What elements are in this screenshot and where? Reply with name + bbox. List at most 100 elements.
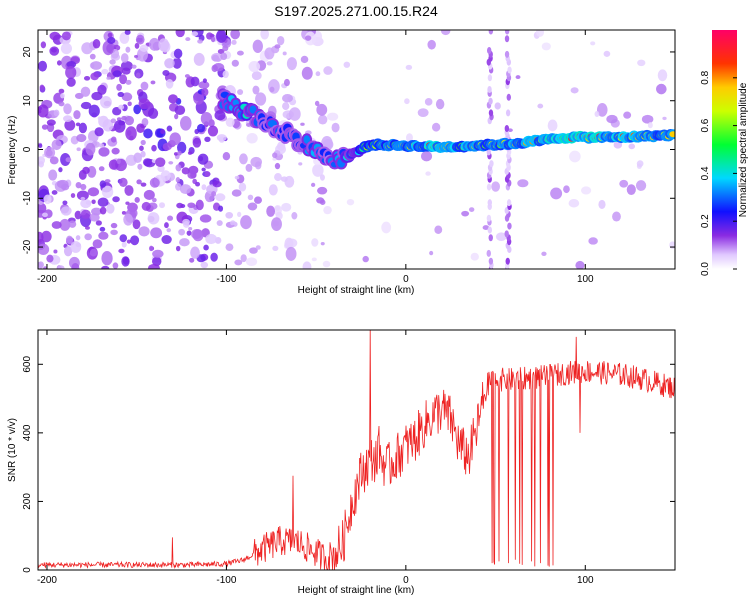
- spectrogram-noise-blob: [61, 31, 72, 41]
- spectrogram-noise-blob: [116, 158, 121, 165]
- spectrogram-noise-blob: [563, 185, 570, 194]
- spectrogram-noise-blob: [53, 249, 58, 254]
- snr-ticks: -200 -100 0 100 0 200 400 600: [22, 330, 675, 586]
- spectrogram-noise-blob: [173, 152, 179, 156]
- spectrogram-noise-blob: [160, 129, 166, 134]
- spectrogram-noise-blob: [222, 45, 229, 52]
- spectrogram-noise-blob: [70, 193, 76, 198]
- spectrogram-noise-blob: [182, 218, 190, 226]
- spectrogram-noise-blob: [286, 57, 297, 71]
- spectrogram-noise-blob: [101, 185, 114, 199]
- spectrogram-noise-blob: [216, 30, 227, 43]
- spectrogram-noise-blob: [106, 203, 115, 214]
- spectrogram-artifact: [487, 74, 493, 82]
- spectrogram-noise-blob: [657, 69, 668, 82]
- spectrogram-noise-blob: [202, 78, 207, 83]
- spectrogram-noise-blob: [141, 118, 149, 127]
- snr-panel: -200 -100 0 100 0 200 400 600 Height of straigh…: [7, 329, 676, 596]
- spectrogram-noise-blob: [63, 103, 72, 115]
- spectrogram-noise-blob: [320, 241, 325, 246]
- spectrogram-noise-blob: [191, 31, 199, 37]
- spectrogram-noise-blob: [201, 167, 206, 172]
- colorbar-tick-label: 0.0: [700, 262, 711, 276]
- spectrogram-noise-blob: [75, 182, 82, 189]
- spectrogram-noise-blob: [311, 182, 316, 187]
- spectrogram-noise-blob: [120, 53, 129, 63]
- spectrogram-artifact: [489, 160, 494, 168]
- spectrogram-noise-blob: [41, 230, 52, 243]
- spectrogram-noise-blob: [319, 199, 326, 205]
- spectrogram-noise-blob: [517, 179, 529, 188]
- spectrogram-noise-blob: [323, 206, 332, 215]
- spectrogram-xtick-label: -100: [216, 274, 236, 285]
- spectrogram-noise-blob: [282, 94, 293, 103]
- spectrogram-noise-blob: [175, 30, 185, 38]
- spectrogram-noise-blob: [132, 219, 141, 230]
- spectrogram-noise-blob: [515, 75, 521, 80]
- spectrogram-noise-blob: [90, 61, 103, 70]
- spectrogram-noise-blob: [316, 103, 328, 116]
- spectrogram-noise-blob: [245, 257, 258, 267]
- spectrogram-noise-blob: [80, 209, 91, 219]
- spectrogram-noise-blob: [461, 210, 470, 217]
- spectrogram-noise-blob: [110, 136, 117, 143]
- spectrogram-noise-blob: [174, 105, 186, 116]
- spectrogram-noise-blob: [547, 119, 558, 132]
- spectrogram-artifact: [504, 230, 509, 238]
- spectrogram-noise-blob: [381, 221, 392, 234]
- spectrogram-noise-blob: [70, 241, 82, 253]
- spectrogram-noise-blob: [92, 239, 103, 249]
- spectrogram-noise-blob: [434, 225, 443, 235]
- spectrogram-noise-blob: [641, 114, 654, 124]
- spectrogram-noise-blob: [138, 226, 150, 237]
- spectrogram-noise-blob: [88, 104, 100, 118]
- spectrogram-noise-blob: [135, 34, 145, 45]
- spectrogram-noise-blob: [192, 229, 204, 242]
- spectrogram-ridge-blob: [249, 105, 257, 114]
- spectrogram-noise-blob: [260, 30, 270, 40]
- spectrogram-noise-blob: [112, 196, 120, 203]
- spectrogram-noise-blob: [84, 233, 92, 241]
- spectrogram-noise-blob: [110, 118, 117, 124]
- spectrogram-noise-blob: [281, 202, 292, 212]
- spectrogram-artifact: [506, 199, 512, 207]
- spectrogram-noise-blob: [204, 136, 211, 143]
- spectrogram-noise-blob: [133, 104, 142, 115]
- spectrogram-noise-blob: [121, 115, 127, 121]
- spectrogram-noise-blob: [125, 79, 132, 85]
- spectrogram-noise-blob: [234, 175, 240, 180]
- spectrogram-noise-blob: [94, 127, 104, 137]
- spectrogram-noise-blob: [43, 194, 52, 205]
- spectrogram-noise-blob: [155, 157, 166, 168]
- spectrogram-noise-blob: [245, 163, 253, 172]
- spectrogram-noise-blob: [151, 197, 157, 203]
- spectrogram-noise-blob: [110, 222, 118, 229]
- spectrogram-noise-blob: [51, 190, 58, 195]
- spectrogram-noise-blob: [148, 37, 160, 51]
- spectrogram-noise-blob: [89, 213, 100, 222]
- spectrogram-noise-blob: [216, 134, 227, 142]
- spectrogram-noise-blob: [274, 162, 281, 170]
- spectrogram-noise-blob: [311, 238, 319, 247]
- spectrogram-ytick-label: 0: [22, 146, 33, 152]
- spectrogram-noise-blob: [343, 61, 351, 68]
- spectrogram-noise-blob: [251, 71, 262, 81]
- spectrogram-noise-blob: [49, 156, 59, 165]
- spectrogram-noise-blob: [121, 211, 127, 215]
- spectrogram-noise-blob: [81, 42, 93, 55]
- spectrogram-noise-blob: [431, 122, 441, 132]
- spectrogram-noise-blob: [49, 31, 61, 41]
- spectrogram-noise-blob: [162, 69, 170, 76]
- spectrogram-noise-blob: [74, 210, 82, 220]
- spectrogram-noise-blob: [164, 58, 175, 69]
- spectrogram-noise-blob: [164, 222, 169, 229]
- spectrogram-noise-blob: [220, 52, 228, 61]
- spectrogram-artifact: [486, 214, 492, 222]
- spectrogram-noise-blob: [240, 254, 247, 263]
- spectrogram-noise-blob: [647, 122, 653, 129]
- spectrogram-noise-blob: [118, 248, 125, 254]
- spectrogram-noise-blob: [613, 141, 623, 149]
- spectrogram-noise-blob: [211, 190, 217, 197]
- spectrogram-noise-blob: [134, 42, 140, 49]
